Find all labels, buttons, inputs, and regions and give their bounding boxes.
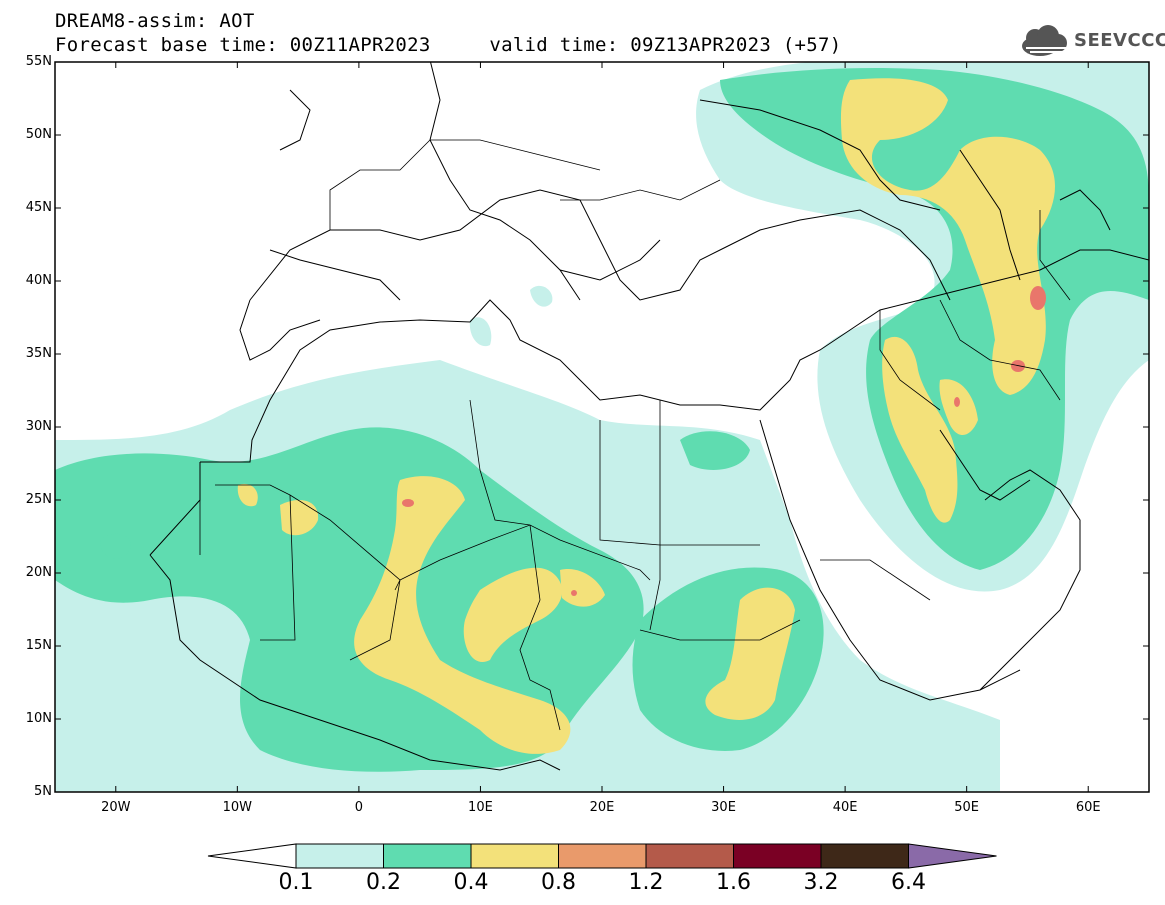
aot-contour-0.4 [237, 78, 1055, 754]
lat-tick-label: 45N [25, 200, 52, 215]
lat-tick-label: 5N [34, 784, 52, 799]
title-line-2: Forecast base time: 00Z11APR2023 valid t… [55, 34, 842, 56]
lon-tick-label: 60E [1075, 800, 1101, 815]
lon-tick-label: 20E [589, 800, 615, 815]
country-borders [199, 139, 1071, 731]
colorbar-level-label: 1.2 [628, 870, 664, 895]
coastlines [149, 62, 1149, 771]
cloud-icon [1022, 25, 1067, 56]
lat-tick-label: 10N [25, 711, 52, 726]
lon-tick-label: 30E [711, 800, 736, 815]
lon-tick-label: 10W [222, 800, 253, 815]
lon-tick-label: 0 [354, 800, 364, 815]
colorbar-level-label: 0.2 [366, 870, 401, 895]
lon-tick-label: 40E [832, 800, 858, 815]
colorbar-level-label: 0.1 [278, 870, 314, 895]
map-frame [54, 61, 1150, 793]
lat-tick-label: 55N [25, 54, 52, 69]
lat-tick-label: 50N [25, 127, 52, 142]
lat-tick-label: 35N [25, 346, 52, 361]
lon-tick-label: 10E [468, 800, 493, 815]
lat-tick-label: 30N [25, 419, 52, 434]
title-line-1: DREAM8-assim: AOT [55, 10, 255, 32]
lon-tick-label: 50E [954, 800, 980, 815]
colorbar-level-label: 0.8 [541, 870, 576, 895]
colorbar-level-label: 3.2 [803, 870, 839, 895]
lat-tick-label: 15N [25, 638, 52, 653]
axis-ticks [55, 62, 1149, 792]
lat-tick-label: 40N [25, 273, 52, 288]
lon-tick-label: 20W [101, 800, 131, 815]
colorbar-level-label: 0.4 [453, 870, 489, 895]
colorbar-level-label: 1.6 [716, 870, 751, 895]
logo-text: SEEVCCC [1074, 30, 1165, 51]
lat-tick-label: 20N [25, 565, 52, 580]
lat-tick-label: 25N [25, 492, 52, 507]
colorbar-level-label: 6.4 [891, 870, 926, 895]
